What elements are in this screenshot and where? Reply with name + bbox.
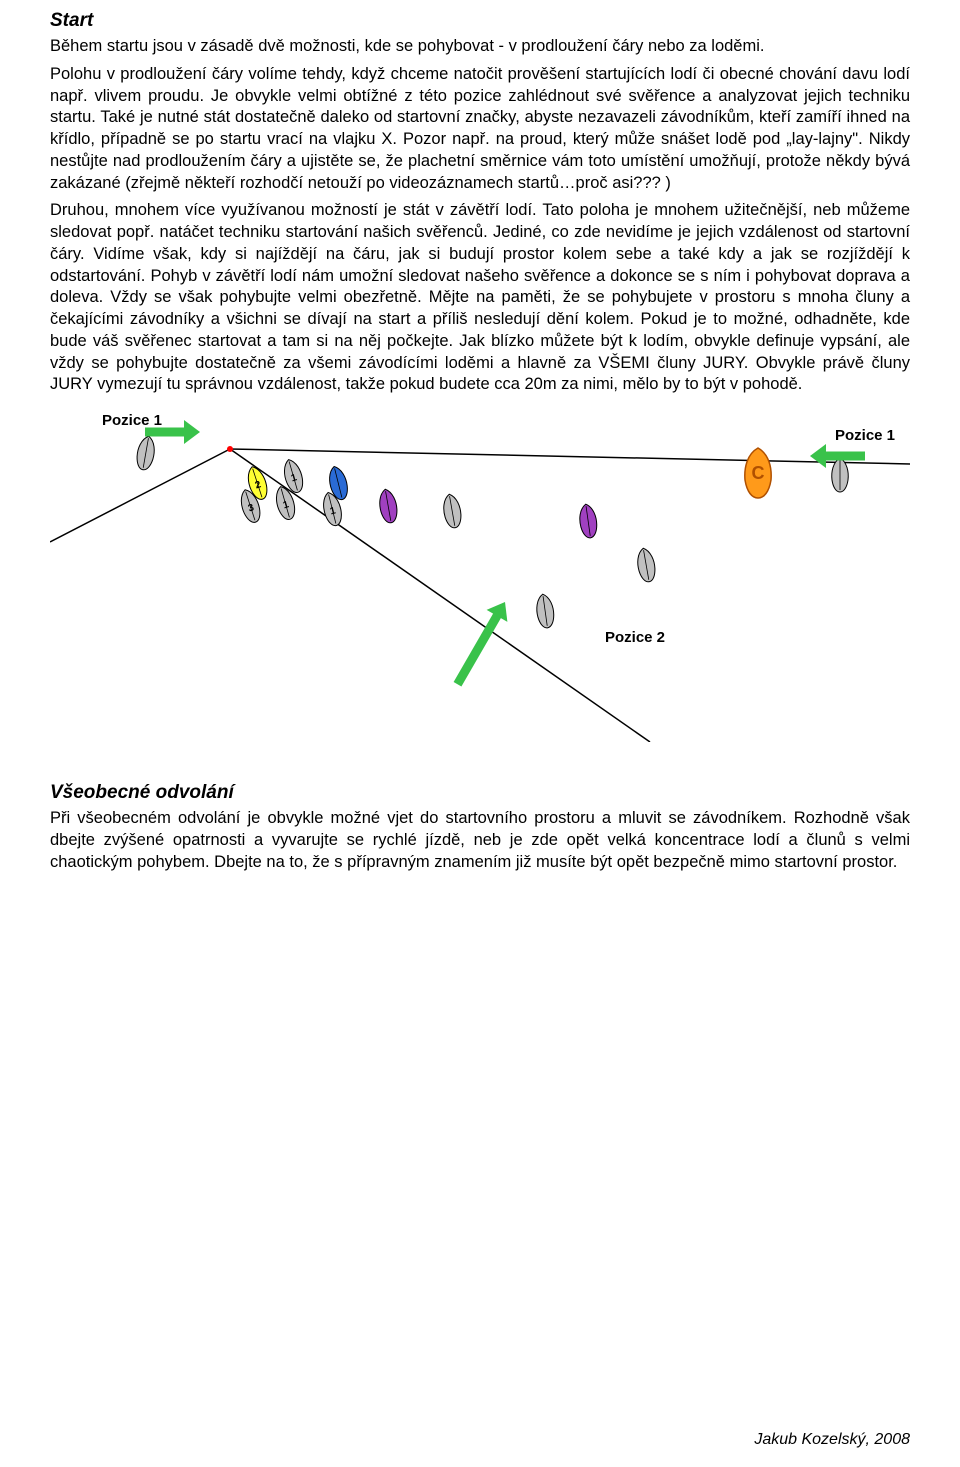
- start-para-1: Během startu jsou v zásadě dvě možnosti,…: [50, 36, 910, 58]
- heading-recall: Všeobecné odvolání: [50, 782, 910, 804]
- svg-text:Pozice 1: Pozice 1: [835, 427, 895, 444]
- page: Start Během startu jsou v zásadě dvě mož…: [0, 0, 960, 1467]
- start-para-3: Druhou, mnohem více využívanou možností …: [50, 200, 910, 396]
- start-diagram: 23111CPozice 1Pozice 1Pozice 2: [50, 402, 910, 742]
- footer-author: Jakub Kozelský, 2008: [754, 1431, 910, 1449]
- heading-start: Start: [50, 10, 910, 32]
- recall-para-1: Při všeobecném odvolání je obvykle možné…: [50, 808, 910, 873]
- svg-text:Pozice 1: Pozice 1: [102, 412, 162, 429]
- start-para-2: Polohu v prodloužení čáry volíme tehdy, …: [50, 64, 910, 195]
- start-diagram-svg: 23111CPozice 1Pozice 1Pozice 2: [50, 402, 910, 742]
- svg-text:Pozice 2: Pozice 2: [605, 629, 665, 646]
- svg-text:C: C: [752, 463, 765, 483]
